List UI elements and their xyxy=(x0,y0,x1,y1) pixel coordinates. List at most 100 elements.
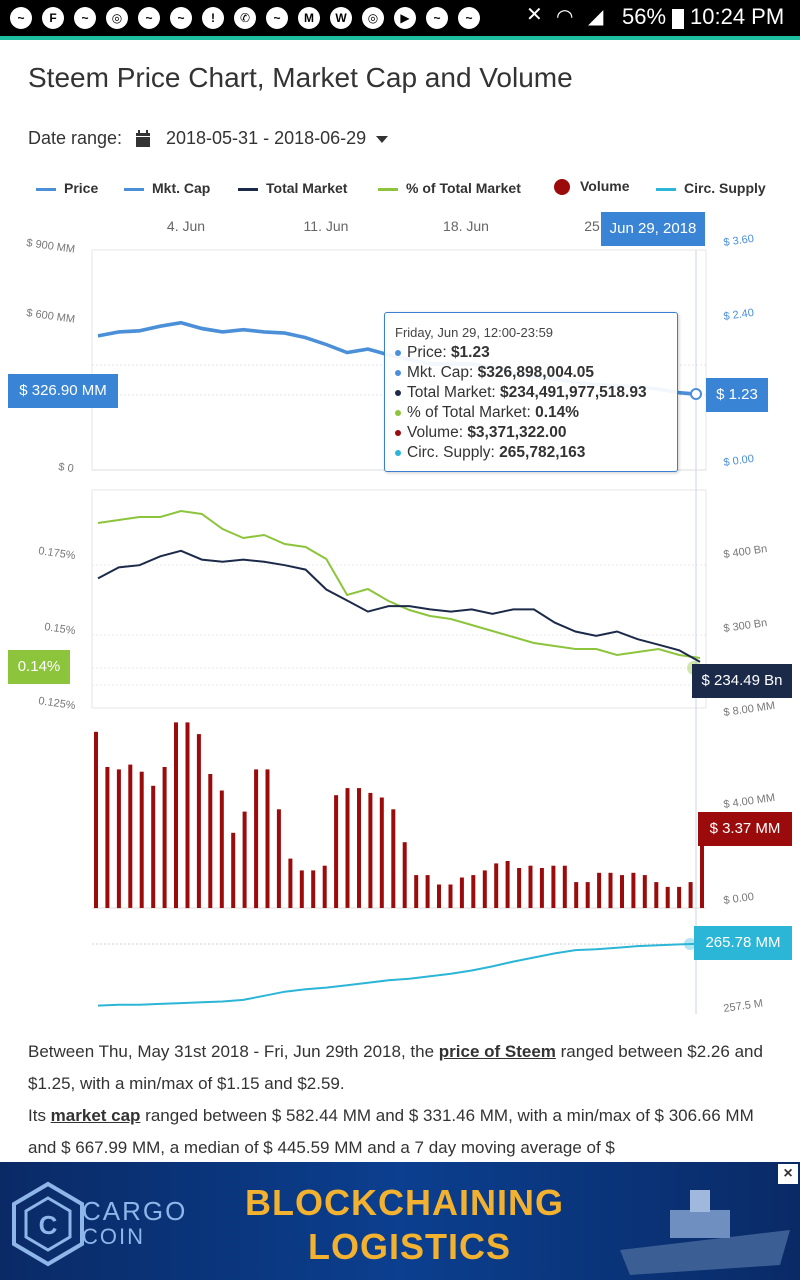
summary-price: Between Thu, May 31st 2018 - Fri, Jun 29… xyxy=(28,1042,763,1093)
volume-bar xyxy=(677,886,682,909)
whatsapp-icon: ✆ xyxy=(234,7,256,29)
date-range-select[interactable]: 2018-05-31 - 2018-06-29 xyxy=(166,128,367,148)
series-line-pct xyxy=(97,509,701,659)
volume-bar xyxy=(539,868,544,908)
supply-flag: 265.78 MM xyxy=(694,926,792,960)
volume-bar xyxy=(654,882,659,908)
volume-bar xyxy=(448,884,453,908)
y-tick-label: 257.5 M xyxy=(723,998,764,1015)
volume-bar xyxy=(265,769,270,909)
volume-bar xyxy=(459,877,464,909)
y-tick-label: $ 300 Bn xyxy=(723,617,768,635)
volume-bar xyxy=(414,875,419,908)
price-flag: $ 1.23 xyxy=(706,378,768,412)
warning-icon: ! xyxy=(202,7,224,29)
volume-bar xyxy=(494,863,499,908)
hover-point-price xyxy=(690,388,702,400)
y-tick-label: $ 3.60 xyxy=(723,233,755,249)
ad-banner[interactable]: C CARGO COIN BLOCKCHAINING LOGISTICS × xyxy=(0,1162,800,1280)
series-line-total-market xyxy=(97,549,701,663)
legend-volume[interactable]: Volume xyxy=(554,178,630,196)
ship-illustration xyxy=(620,1190,790,1275)
volume-bar xyxy=(517,868,522,908)
messenger-icon: ~ xyxy=(266,7,288,29)
volume-bar xyxy=(482,870,487,908)
market-cap-link[interactable]: market cap xyxy=(50,1106,141,1125)
volume-bar xyxy=(437,884,441,908)
tooltip-row-pct: % of Total Market: 0.14% xyxy=(395,404,579,422)
volume-bar xyxy=(665,886,670,909)
clock: 10:24 PM xyxy=(690,4,785,29)
legend-circ-supply[interactable]: Circ. Supply xyxy=(656,180,766,196)
volume-bar xyxy=(151,785,156,908)
volume-bar xyxy=(528,865,533,908)
y-tick-label: 0.15% xyxy=(44,621,77,637)
volume-bar xyxy=(334,795,339,908)
ad-brand-coin: COIN xyxy=(82,1224,145,1249)
messenger-icon: ~ xyxy=(138,7,160,29)
battery-percent: 56% xyxy=(622,4,667,29)
date-flag: Jun 29, 2018 xyxy=(601,212,705,246)
instagram-icon: ◎ xyxy=(106,7,128,29)
wwe-icon: W xyxy=(330,7,352,29)
pct-flag: 0.14% xyxy=(8,650,70,684)
volume-bar xyxy=(620,875,624,908)
volume-bar xyxy=(185,722,190,909)
tooltip-row-volume: Volume: $3,371,322.00 xyxy=(395,424,566,442)
price-of-steem-link[interactable]: price of Steem xyxy=(438,1042,556,1061)
ad-headline-blockchaining: BLOCKCHAINING xyxy=(245,1182,564,1223)
legend-price[interactable]: Price xyxy=(36,180,98,196)
tooltip-row-mktcap: Mkt. Cap: $326,898,004.05 xyxy=(395,364,594,382)
x-tick-label: 25 xyxy=(584,218,600,234)
y-tick-label: $ 4.00 MM xyxy=(723,792,776,811)
total-market-flag: $ 234.49 Bn xyxy=(692,664,792,698)
price-chart[interactable]: 4. Jun 11. Jun 18. Jun 25 $ 900 MM $ 600 MM $ … xyxy=(0,200,800,1020)
volume-bar xyxy=(357,788,361,908)
youtube-icon: ▶ xyxy=(394,7,416,29)
instagram-icon: ◎ xyxy=(362,7,384,29)
legend-pct-total-market[interactable]: % of Total Market xyxy=(378,180,521,196)
x-tick-label: 4. Jun xyxy=(167,218,205,234)
volume-bar xyxy=(139,771,144,908)
volume-bar xyxy=(242,811,247,908)
messenger-icon: ~ xyxy=(426,7,448,29)
y-tick-label: 0.125% xyxy=(38,695,77,712)
volume-bar xyxy=(322,865,327,908)
volume-bar xyxy=(174,722,178,909)
chevron-down-icon[interactable] xyxy=(376,136,388,143)
summary-text: Between Thu, May 31st 2018 - Fri, Jun 29… xyxy=(28,1036,778,1164)
volume-bar xyxy=(551,865,556,908)
volume-bar xyxy=(345,788,350,908)
y-tick-label: $ 8.00 MM xyxy=(723,700,776,719)
volume-bar xyxy=(574,882,579,908)
tooltip-row-total-market: Total Market: $234,491,977,518.93 xyxy=(395,384,647,402)
series-line-supply xyxy=(97,942,701,1007)
volume-bar xyxy=(94,731,98,909)
messenger-icon: ~ xyxy=(458,7,480,29)
chart-legend: Price Mkt. Cap Total Market % of Total M… xyxy=(0,178,800,202)
volume-bar xyxy=(688,882,693,908)
calendar-icon[interactable] xyxy=(135,130,151,148)
mute-icon: ✕ xyxy=(526,4,543,26)
volume-bar xyxy=(597,872,602,909)
y-tick-label: 0.175% xyxy=(38,545,77,562)
volume-bar xyxy=(562,865,567,908)
volume-bar xyxy=(391,809,396,908)
y-tick-label: $ 0 xyxy=(58,461,75,475)
svg-text:C: C xyxy=(39,1210,58,1240)
panel-pct-frame xyxy=(91,489,707,709)
ad-brand-cargo: CARGO xyxy=(82,1196,188,1226)
date-range-label: Date range: xyxy=(28,128,123,148)
page-title: Steem Price Chart, Market Cap and Volume xyxy=(28,62,573,93)
tooltip-header: Friday, Jun 29, 12:00-23:59 xyxy=(395,325,554,340)
volume-bar xyxy=(231,832,236,908)
gmail-icon: M xyxy=(298,7,320,29)
legend-mkt-cap[interactable]: Mkt. Cap xyxy=(124,180,210,196)
chart-tooltip: Friday, Jun 29, 12:00-23:59 Price: $1.23… xyxy=(384,312,678,472)
y-tick-label: $ 2.40 xyxy=(723,307,755,323)
page-accent-bar xyxy=(0,36,800,40)
legend-total-market[interactable]: Total Market xyxy=(238,180,347,196)
volume-bar xyxy=(116,769,121,909)
ad-close-button[interactable]: × xyxy=(778,1164,798,1184)
volume-bar xyxy=(585,882,590,908)
